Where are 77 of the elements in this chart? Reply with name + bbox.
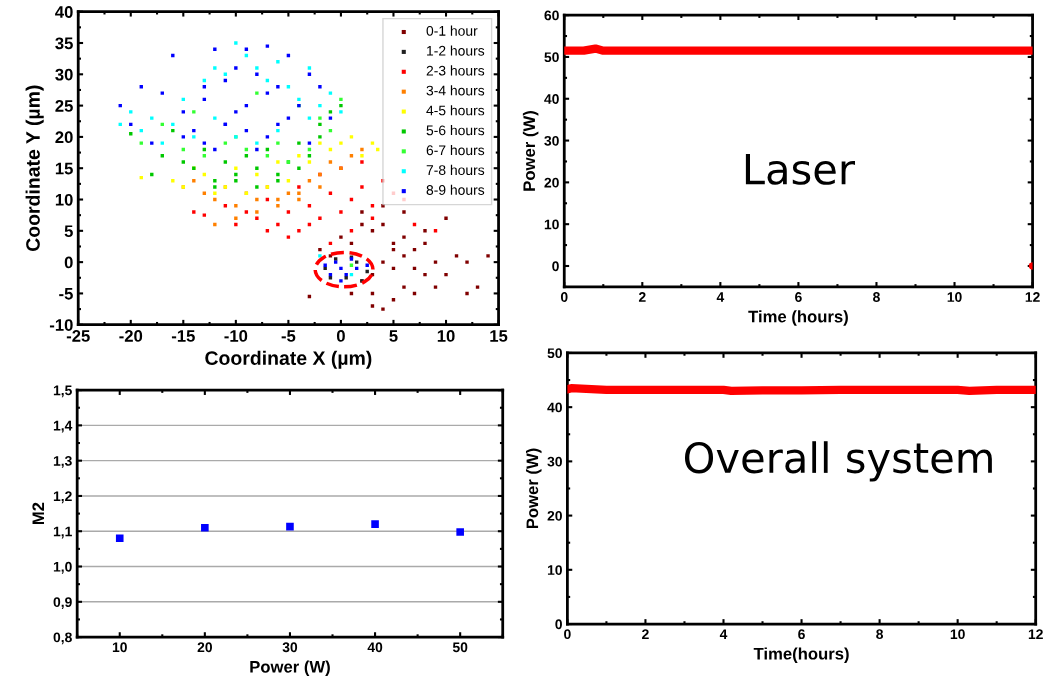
y-tick-label: 40 [544, 94, 559, 104]
x-tick-label: 8 [876, 629, 884, 640]
annotation: Laser [745, 153, 856, 185]
legend-label: 6-7 hours [426, 144, 485, 156]
y-axis-title: Coordinate Y (µm) [25, 85, 44, 251]
y-axis-title: Power (W) [522, 111, 539, 191]
y-axis-title: M2 [32, 502, 44, 525]
legend-label: 7-8 hours [426, 164, 485, 176]
x-tick-label: 40 [367, 642, 383, 653]
x-tick-label: 0 [564, 629, 571, 640]
x-tick-label: -10 [224, 330, 248, 342]
legend-label: 8-9 hours [426, 184, 485, 195]
y-tick-label: 30 [544, 135, 559, 146]
y-tick-label: 0,9 [53, 597, 72, 609]
x-tick-label: 10 [947, 292, 962, 302]
x-tick-label: 30 [282, 642, 298, 653]
y-axis-title: Power (W) [525, 448, 542, 529]
y-tick-label: 10 [544, 219, 559, 230]
x-tick-label: 10 [950, 629, 965, 640]
annotation: Overall system [684, 441, 992, 482]
x-axis-title: Coordinate X (µm) [205, 350, 372, 369]
legend-label: 2-3 hours [426, 65, 485, 76]
x-tick-label: 5 [389, 330, 398, 342]
x-tick-label: 12 [1028, 629, 1043, 639]
y-tick-label: 1,4 [53, 420, 73, 433]
x-tick-label: 6 [795, 292, 802, 302]
x-tick-label: -5 [281, 330, 296, 342]
y-tick-label: 1,3 [53, 456, 72, 468]
x-tick-label: -25 [66, 330, 90, 342]
legend-label: 1-2 hours [427, 45, 485, 56]
x-tick-label: 20 [197, 642, 212, 653]
x-axis-title: Power (W) [250, 660, 330, 676]
x-tick-label: 4 [719, 629, 728, 639]
x-tick-label: -15 [171, 330, 195, 342]
x-tick-label: -20 [119, 330, 143, 342]
y-tick-label: 40 [55, 6, 73, 18]
y-tick-label: 25 [55, 100, 73, 112]
legend-label: 4-5 hours [426, 105, 485, 116]
x-axis-title: Time (hours) [748, 310, 848, 326]
x-tick-label: 2 [638, 292, 646, 302]
legend-label: 5-6 hours [426, 125, 485, 136]
x-tick-label: 10 [437, 330, 455, 342]
x-tick-label: 50 [452, 642, 468, 653]
y-tick-label: 0 [64, 256, 73, 269]
legend-label: 3-4 hours [426, 85, 485, 96]
y-tick-label: 60 [544, 10, 559, 21]
y-tick-label: 15 [55, 162, 73, 175]
y-tick-label: 20 [547, 510, 562, 521]
y-tick-label: 0 [552, 261, 559, 272]
x-axis-title: Time(hours) [753, 647, 849, 663]
y-tick-label: 5 [64, 225, 73, 238]
x-tick-label: 12 [1025, 292, 1040, 302]
x-tick-label: 4 [716, 292, 725, 302]
y-tick-label: 30 [55, 68, 73, 81]
y-tick-label: 20 [55, 131, 73, 144]
y-tick-label: 1,5 [53, 385, 72, 398]
y-tick-label: 35 [55, 37, 73, 50]
y-tick-label: 10 [547, 565, 562, 575]
y-tick-label: -10 [49, 319, 73, 331]
x-tick-label: 10 [112, 642, 127, 653]
legend-label: 0-1 hour [426, 25, 478, 36]
x-tick-label: 8 [873, 292, 880, 302]
x-tick-label: 6 [798, 629, 805, 640]
y-tick-label: 50 [544, 52, 559, 63]
x-tick-label: 15 [490, 330, 508, 342]
y-tick-label: 1,0 [53, 561, 72, 574]
y-tick-label: 20 [544, 177, 559, 188]
y-tick-label: 40 [547, 402, 562, 413]
y-tick-label: 50 [547, 348, 562, 359]
y-tick-label: 1,1 [53, 526, 72, 539]
y-tick-label: 0,8 [53, 632, 72, 645]
x-tick-label: 2 [642, 629, 649, 639]
y-tick-label: 1,2 [53, 491, 72, 504]
y-tick-label: 10 [55, 193, 73, 206]
y-tick-label: 0 [555, 619, 562, 630]
x-tick-label: 0 [336, 330, 345, 342]
y-tick-label: 30 [547, 456, 562, 467]
